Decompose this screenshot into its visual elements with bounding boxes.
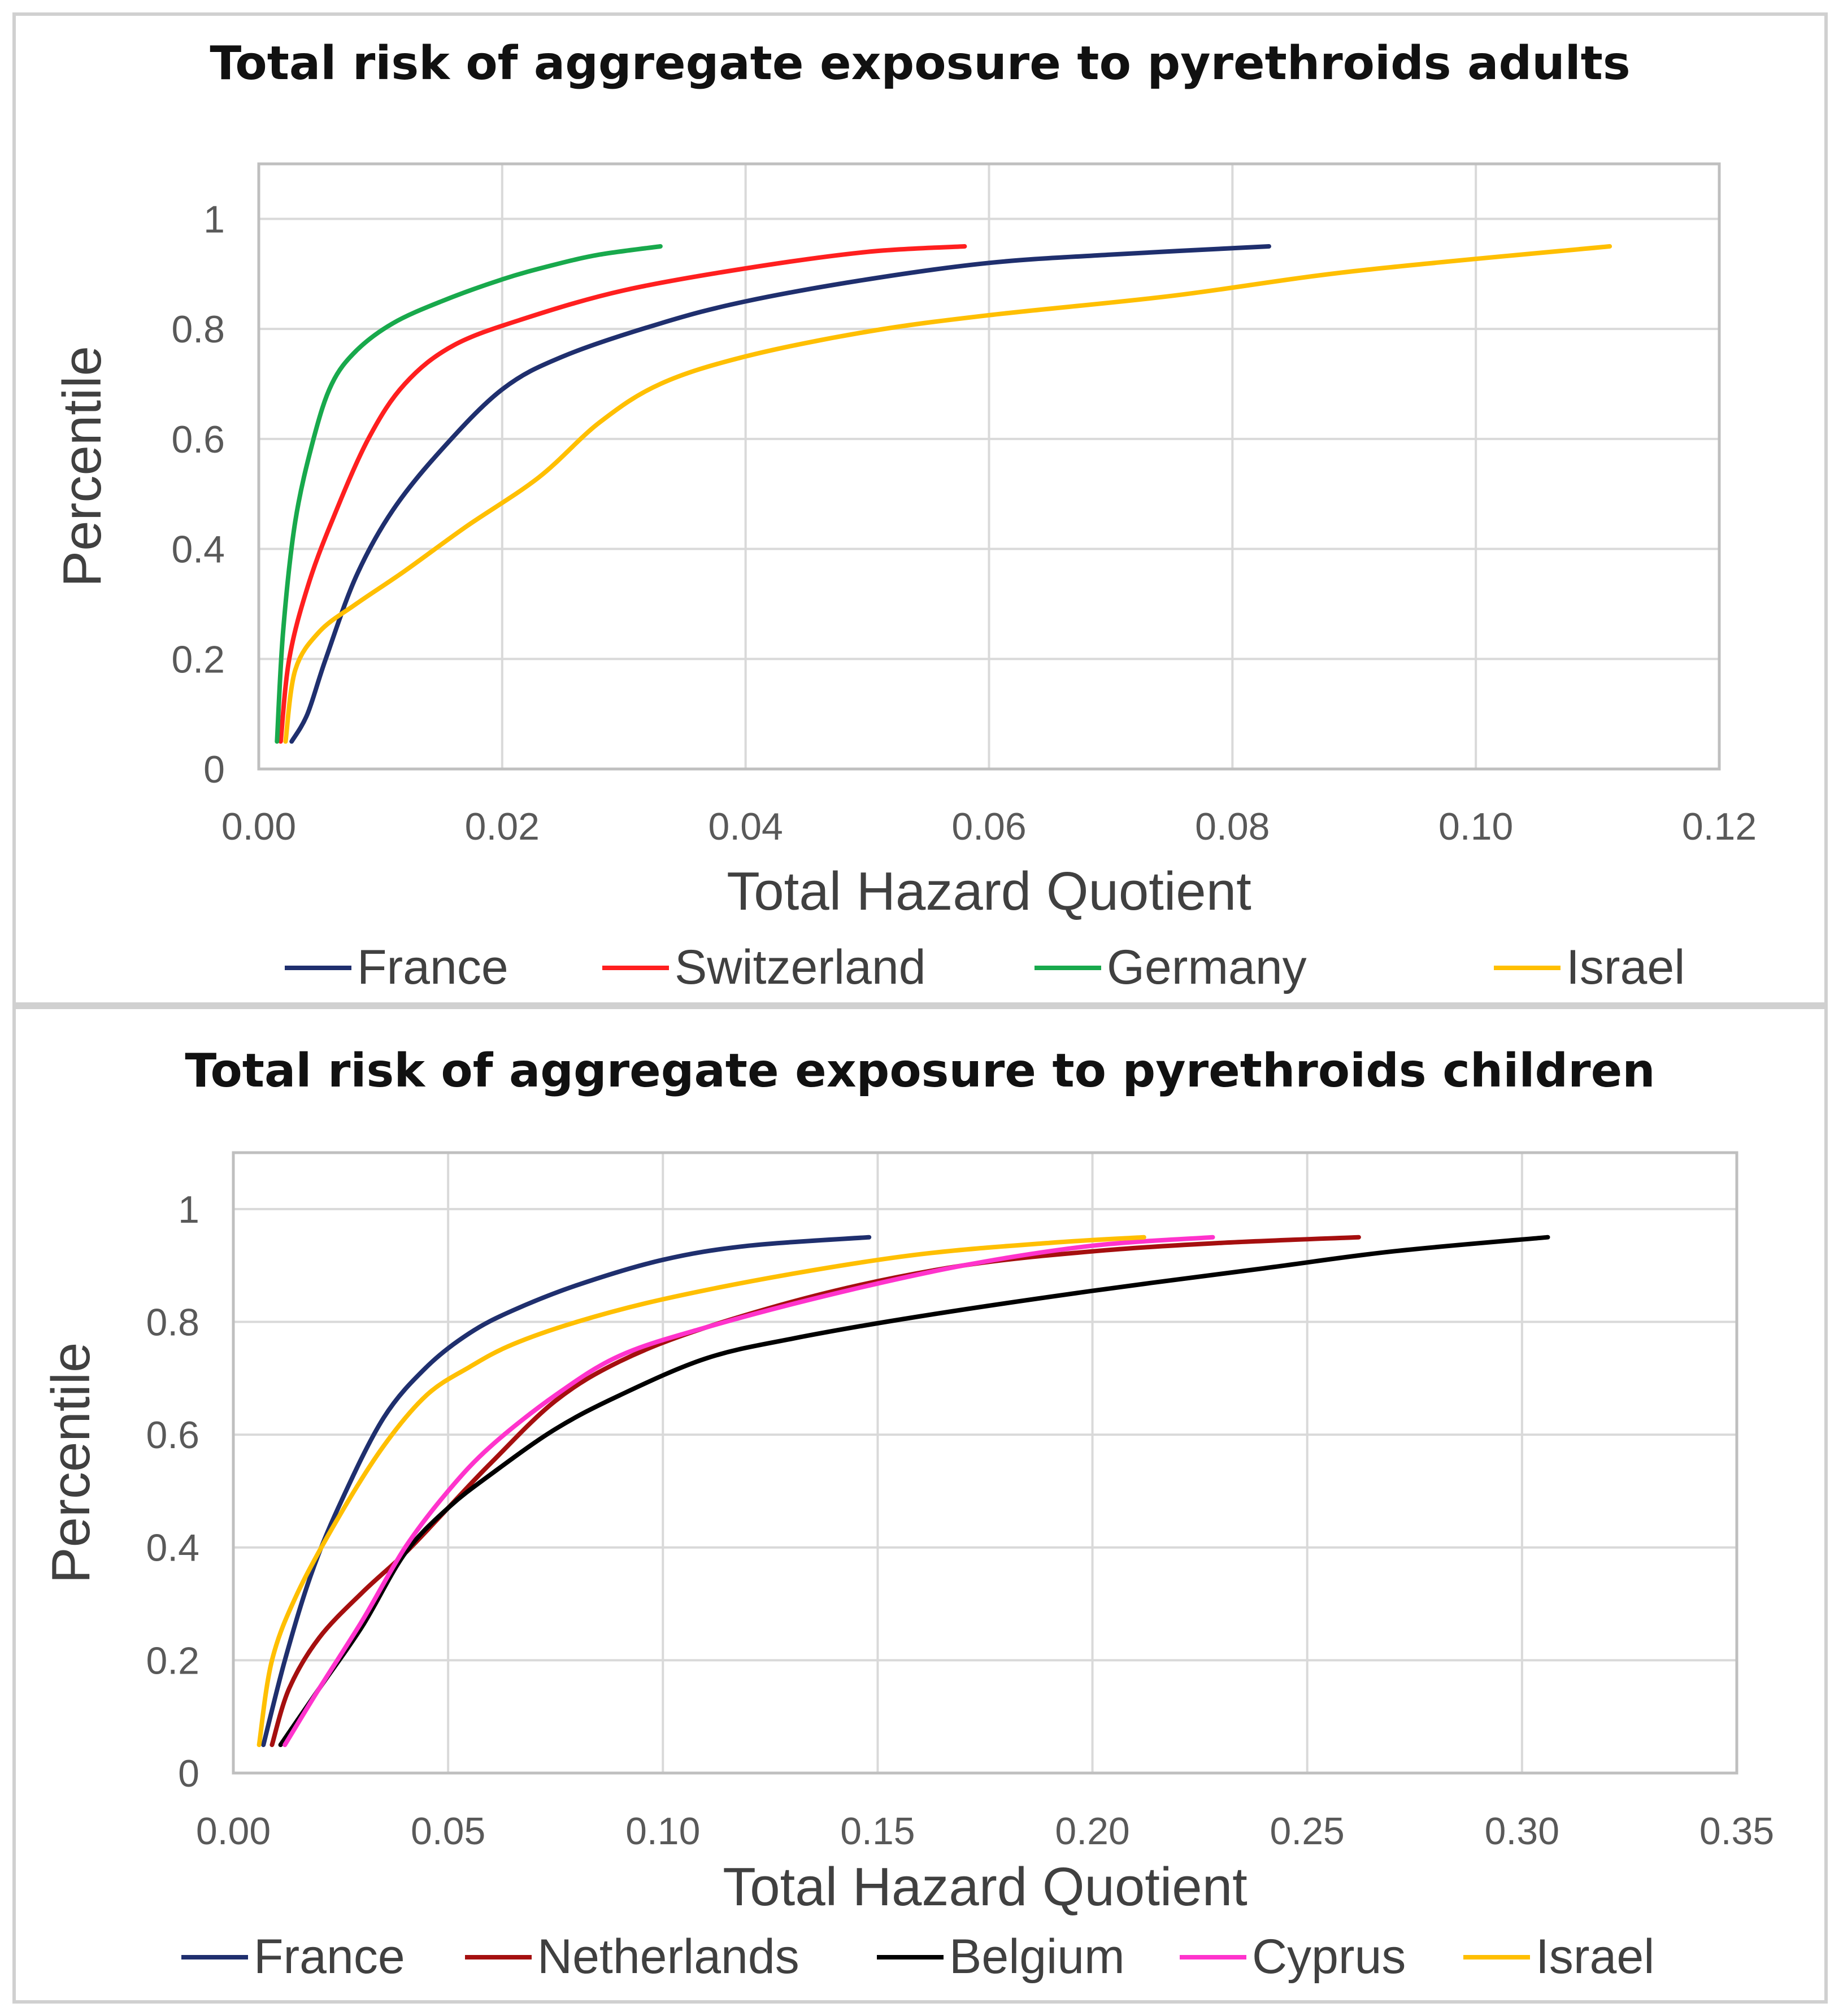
series-line-israel: [257, 1235, 1146, 1748]
plot-area-frame: [232, 1151, 1738, 1775]
x-tick-label: 0.35: [1699, 1810, 1774, 1853]
chart-title: Total risk of aggregate exposure to pyre…: [185, 1044, 1655, 1098]
adults-chart: Total risk of aggregate exposure to pyre…: [52, 37, 1757, 994]
x-tick-label: 0.10: [625, 1810, 700, 1853]
legend-label-france: France: [254, 1930, 405, 1984]
series-line-netherlands: [270, 1235, 1361, 1748]
x-tick-label: 0.06: [951, 805, 1026, 848]
x-tick-label: 0.05: [411, 1810, 485, 1853]
y-tick-label: 0: [178, 1752, 199, 1795]
plot-area-frame: [257, 162, 1721, 771]
chart-title: Total risk of aggregate exposure to pyre…: [210, 37, 1630, 90]
series-line-switzerland: [278, 244, 967, 744]
legend-label-netherlands: Netherlands: [537, 1930, 799, 1984]
y-tick-label: 0.8: [171, 308, 225, 351]
legend-label-belgium: Belgium: [949, 1930, 1125, 1984]
x-tick-label: 0.20: [1055, 1810, 1129, 1853]
adults-chart-panel: Total risk of aggregate exposure to pyre…: [12, 12, 1828, 1006]
y-tick-label: 0.2: [171, 638, 225, 681]
y-axis-label: Percentile: [41, 1342, 101, 1584]
x-tick-label: 0.08: [1195, 805, 1270, 848]
legend-label-germany: Germany: [1107, 940, 1307, 994]
y-tick-label: 0.6: [146, 1414, 199, 1457]
y-axis-label: Percentile: [52, 346, 112, 587]
y-tick-label: 1: [178, 1188, 199, 1231]
children-chart: Total risk of aggregate exposure to pyre…: [41, 1044, 1774, 1984]
x-axis-label: Total Hazard Quotient: [723, 1857, 1247, 1917]
series-line-france: [261, 1235, 872, 1748]
x-tick-label: 0.30: [1485, 1810, 1559, 1853]
x-tick-label: 0.02: [465, 805, 540, 848]
y-tick-label: 0.4: [171, 528, 225, 571]
x-tick-label: 0.25: [1270, 1810, 1345, 1853]
y-tick-label: 0.4: [146, 1527, 199, 1570]
legend-label-cyprus: Cyprus: [1252, 1930, 1406, 1984]
series-line-cyprus: [282, 1235, 1215, 1748]
series-line-belgium: [278, 1235, 1550, 1748]
y-tick-label: 0.6: [171, 418, 225, 461]
x-tick-label: 0.00: [196, 1810, 271, 1853]
x-tick-label: 0.15: [840, 1810, 915, 1853]
x-tick-label: 0.10: [1438, 805, 1513, 848]
x-tick-label: 0.00: [221, 805, 296, 848]
y-tick-label: 0: [203, 748, 225, 791]
y-tick-label: 0.2: [146, 1639, 199, 1682]
legend-label-israel: Israel: [1536, 1930, 1654, 1984]
legend-label-france: France: [357, 940, 508, 994]
x-tick-label: 0.12: [1682, 805, 1757, 848]
series-line-france: [289, 244, 1271, 744]
series-line-germany: [275, 244, 663, 744]
legend-label-switzerland: Switzerland: [675, 940, 926, 994]
series-line-israel: [283, 244, 1612, 744]
x-tick-label: 0.04: [708, 805, 783, 848]
y-tick-label: 1: [203, 198, 225, 241]
x-axis-label: Total Hazard Quotient: [727, 861, 1251, 922]
y-tick-label: 0.8: [146, 1301, 199, 1344]
children-chart-panel: Total risk of aggregate exposure to pyre…: [12, 1006, 1828, 2004]
legend-label-israel: Israel: [1566, 940, 1685, 994]
